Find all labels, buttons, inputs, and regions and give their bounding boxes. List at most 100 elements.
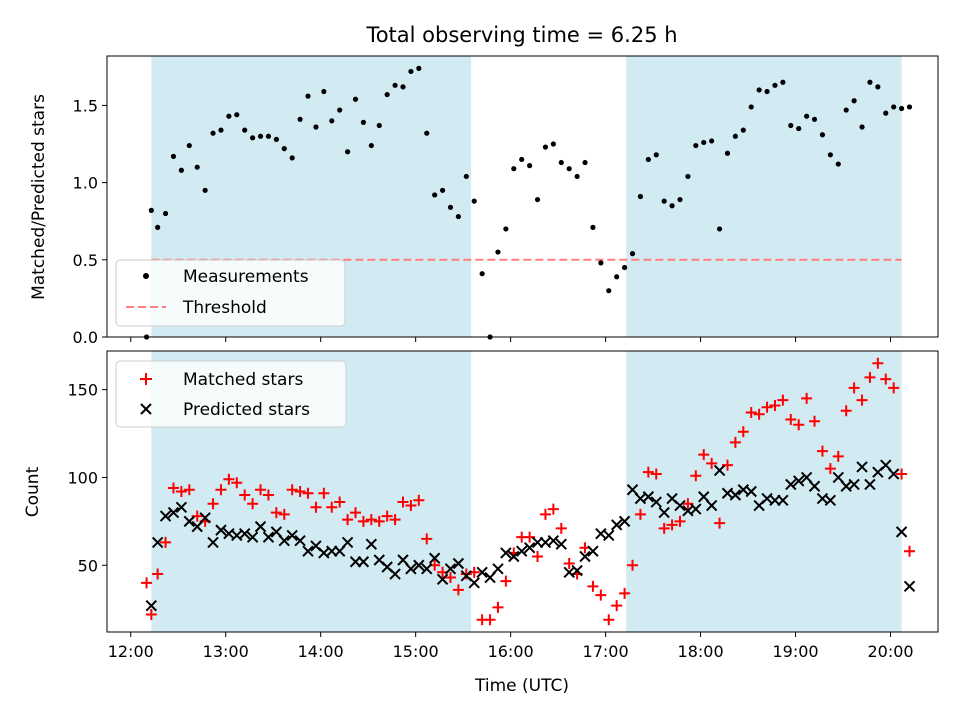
matched-star-point — [603, 614, 615, 626]
measurement-point — [653, 152, 659, 158]
predicted-star-point — [175, 501, 188, 514]
measurement-point — [226, 113, 232, 119]
bottom-xtick-label-3: 15:00 — [393, 642, 439, 661]
measurement-point — [732, 133, 738, 139]
measurement-point — [519, 156, 525, 163]
predicted-star-point — [246, 531, 259, 543]
measurement-point — [455, 213, 461, 220]
matched-star-point — [809, 415, 821, 427]
matched-star-point — [262, 489, 274, 501]
matched-star-point — [674, 515, 686, 527]
measurement-point — [661, 198, 667, 204]
measurement-point — [162, 210, 169, 217]
measurement-point — [432, 192, 438, 198]
measurement-point — [685, 173, 691, 180]
matched-star-point — [745, 406, 757, 418]
predicted-star-point — [713, 464, 726, 477]
bottom-xtick-label-0: 12:00 — [108, 642, 154, 661]
matched-star-point — [737, 426, 749, 438]
bottom-xtick-label-2: 14:00 — [298, 642, 344, 661]
predicted-star-point — [516, 545, 528, 557]
predicted-star-point — [278, 534, 290, 547]
measurement-point — [242, 127, 248, 133]
predicted-star-point — [492, 563, 504, 575]
measurement-point — [352, 96, 359, 102]
predicted-star-point — [294, 534, 306, 547]
predicted-star-point — [618, 515, 631, 528]
matched-star-point — [397, 496, 409, 508]
measurement-point — [542, 144, 549, 150]
matched-star-point — [421, 533, 433, 545]
matched-star-point — [872, 357, 884, 369]
predicted-star-point — [571, 564, 583, 577]
predicted-star-point — [587, 545, 599, 557]
predicted-star-point — [207, 536, 219, 549]
measurement-point — [764, 88, 770, 95]
matched-star-point — [840, 405, 852, 417]
measurement-point — [392, 82, 398, 88]
predicted-star-point — [500, 547, 512, 559]
legend-measurements-label: Measurements — [183, 267, 309, 287]
matched-star-point — [141, 577, 153, 589]
matched-star-point — [145, 608, 157, 620]
matched-star-point — [856, 394, 868, 406]
measurement-point — [701, 139, 707, 146]
matched-star-point — [595, 589, 607, 601]
matched-star-point — [294, 486, 306, 497]
measurement-point — [148, 207, 154, 213]
measurement-point — [867, 79, 873, 85]
matched-star-point — [255, 484, 267, 496]
predicted-star-point — [191, 520, 203, 533]
predicted-star-point — [523, 541, 536, 554]
predicted-star-point — [856, 461, 868, 473]
predicted-star-point — [642, 491, 655, 503]
measurement-point — [574, 173, 580, 180]
legend-matched-label: Matched stars — [183, 370, 303, 390]
measurement-point — [788, 122, 794, 129]
matched-star-point — [642, 466, 654, 478]
matched-star-point — [175, 486, 187, 497]
bottom-legend: Matched stars Predicted stars — [115, 360, 347, 428]
predicted-star-point — [603, 529, 615, 542]
legend-measurements-marker — [143, 273, 149, 279]
measurement-point — [439, 187, 446, 193]
measurement-point — [898, 105, 905, 112]
measurement-point — [210, 130, 216, 136]
bottom-axes-frame — [106, 350, 939, 633]
measurement-point — [835, 161, 841, 167]
matched-star-point — [888, 382, 900, 394]
predicted-star-point — [452, 557, 465, 570]
measurement-point — [234, 112, 240, 118]
measurement-point — [606, 288, 612, 294]
matched-star-point — [650, 468, 662, 480]
measurement-point — [281, 146, 287, 152]
predicted-star-point — [626, 484, 639, 496]
bottom-xtick-label-4: 16:00 — [488, 642, 534, 661]
bottom-data-layer — [141, 357, 916, 626]
top-legend-box — [115, 259, 346, 327]
measurement-point — [447, 204, 454, 210]
matched-star-point — [634, 508, 646, 520]
predicted-star-point — [777, 494, 789, 506]
measurement-point — [186, 142, 192, 149]
predicted-star-point — [286, 529, 298, 542]
matched-star-point — [587, 580, 599, 592]
predicted-star-point — [444, 563, 457, 575]
measurement-point — [202, 187, 208, 193]
measurement-point — [819, 132, 826, 138]
measurement-point — [590, 224, 596, 230]
predicted-star-point — [484, 571, 496, 584]
top-panel: 0.0 0.5 1.0 1.5 Matched/Predicted stars Mea… — [29, 55, 939, 347]
measurement-point — [527, 163, 533, 169]
matched-star-point — [777, 394, 789, 406]
predicted-star-point — [428, 552, 441, 564]
measurement-point — [368, 142, 374, 149]
predicted-star-point — [365, 538, 378, 550]
figure-title: Total observing time = 6.25 h — [365, 23, 677, 47]
measurement-point — [534, 196, 541, 203]
matched-star-point — [761, 401, 773, 413]
predicted-star-point — [808, 480, 821, 492]
predicted-star-point — [745, 485, 757, 498]
predicted-star-point — [729, 489, 742, 501]
measurement-point — [614, 274, 620, 280]
